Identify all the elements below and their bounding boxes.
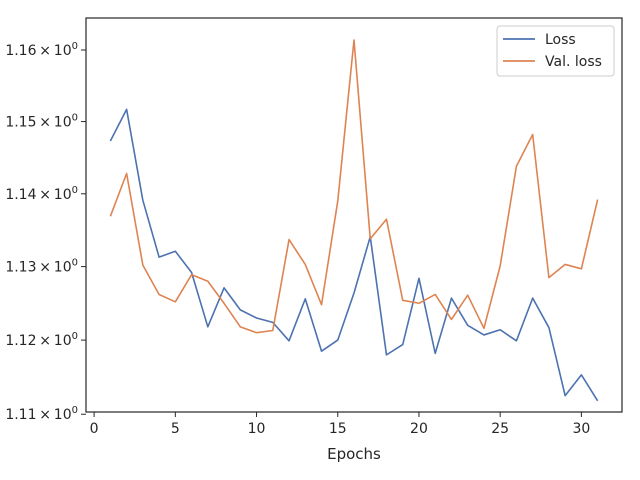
y-tick-label: 1.15 × 100 [5, 113, 78, 131]
x-tick-label: 20 [410, 421, 428, 437]
x-tick-label: 15 [329, 421, 347, 437]
series-line-val-loss [109, 39, 599, 334]
legend-label-val-loss: Val. loss [545, 54, 602, 70]
x-tick-label: 25 [491, 421, 509, 437]
x-tick-label: 30 [572, 421, 590, 437]
plot-lines [109, 39, 599, 402]
x-axis-label: Epochs [327, 445, 381, 463]
y-tick-label: 1.14 × 100 [5, 185, 78, 203]
x-tick-label: 10 [248, 421, 266, 437]
legend-label-loss: Loss [545, 32, 576, 48]
y-tick-label: 1.16 × 100 [5, 41, 78, 59]
y-tick-label: 1.12 × 100 [5, 331, 78, 349]
series-line-loss [109, 108, 599, 402]
x-tick-label: 0 [90, 421, 99, 437]
legend: Loss Val. loss [496, 25, 615, 77]
y-tick-label: 1.11 × 100 [5, 405, 78, 423]
x-axis: 0 5 10 15 20 25 30 [90, 412, 590, 437]
plot-frame [85, 17, 623, 413]
x-tick-label: 5 [171, 421, 180, 437]
y-axis: 1.11 × 100 1.12 × 100 1.13 × 100 1.14 × 100… [5, 41, 86, 423]
y-tick-label: 1.13 × 100 [5, 258, 78, 276]
